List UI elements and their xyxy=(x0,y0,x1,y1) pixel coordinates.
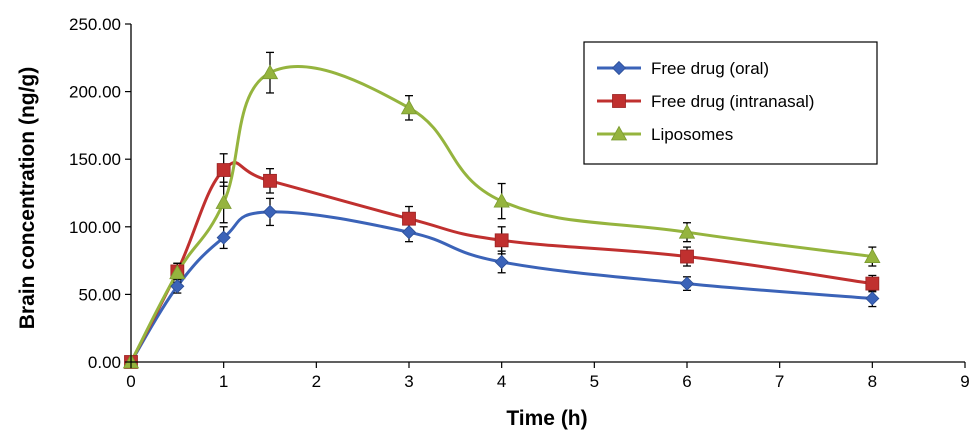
legend-entry: Free drug (oral) xyxy=(651,59,769,78)
data-point xyxy=(493,192,510,208)
y-tick-label: 200.00 xyxy=(69,83,121,102)
x-tick-label: 9 xyxy=(960,372,969,391)
y-axis-title: Brain concentration (ng/g) xyxy=(16,67,39,330)
x-tick-label: 4 xyxy=(497,372,506,391)
plot-area xyxy=(122,51,881,370)
x-tick-label: 5 xyxy=(590,372,599,391)
x-tick-label: 8 xyxy=(868,372,877,391)
data-point xyxy=(216,230,231,245)
data-point xyxy=(170,279,185,294)
data-point xyxy=(169,264,186,280)
data-point xyxy=(262,204,278,219)
data-point xyxy=(263,173,277,188)
x-tick-label: 7 xyxy=(775,372,784,391)
data-point xyxy=(215,194,232,209)
data-point xyxy=(679,276,695,291)
data-point xyxy=(865,276,880,291)
legend-entry: Free drug (intranasal) xyxy=(651,92,814,111)
legend-swatch-marker xyxy=(610,125,628,141)
data-point xyxy=(680,249,694,264)
data-point xyxy=(261,64,279,80)
x-axis: 0 1 2 3 4 5 6 7 8 9 xyxy=(126,361,970,391)
x-tick-label: 3 xyxy=(404,372,413,391)
x-tick-label: 2 xyxy=(312,372,321,391)
data-point xyxy=(865,291,880,306)
legend-entry: Liposomes xyxy=(651,125,733,144)
data-point xyxy=(400,99,418,115)
legend-swatch-marker xyxy=(611,60,627,76)
y-tick-label: 50.00 xyxy=(78,285,121,304)
x-tick-label: 1 xyxy=(219,372,228,391)
y-axis: 0.00 50.00 100.00 150.00 200.00 250.00 xyxy=(69,15,132,372)
data-point xyxy=(678,223,696,239)
y-tick-label: 100.00 xyxy=(69,218,121,237)
legend: Free drug (oral) Free drug (intranasal) Li… xyxy=(583,41,878,165)
y-tick-label: 250.00 xyxy=(69,15,121,34)
x-axis-title: Time (h) xyxy=(506,407,587,430)
data-point xyxy=(864,248,881,263)
data-point xyxy=(494,254,509,270)
y-tick-label: 150.00 xyxy=(69,150,121,169)
legend-box xyxy=(583,41,878,165)
data-point xyxy=(494,233,509,248)
y-tick-label: 0.00 xyxy=(88,353,121,372)
x-tick-label: 6 xyxy=(682,372,691,391)
data-point xyxy=(216,163,231,177)
legend-swatch-marker xyxy=(612,94,626,108)
data-point xyxy=(401,225,417,240)
x-tick-label: 0 xyxy=(126,372,135,391)
data-point xyxy=(402,211,416,226)
